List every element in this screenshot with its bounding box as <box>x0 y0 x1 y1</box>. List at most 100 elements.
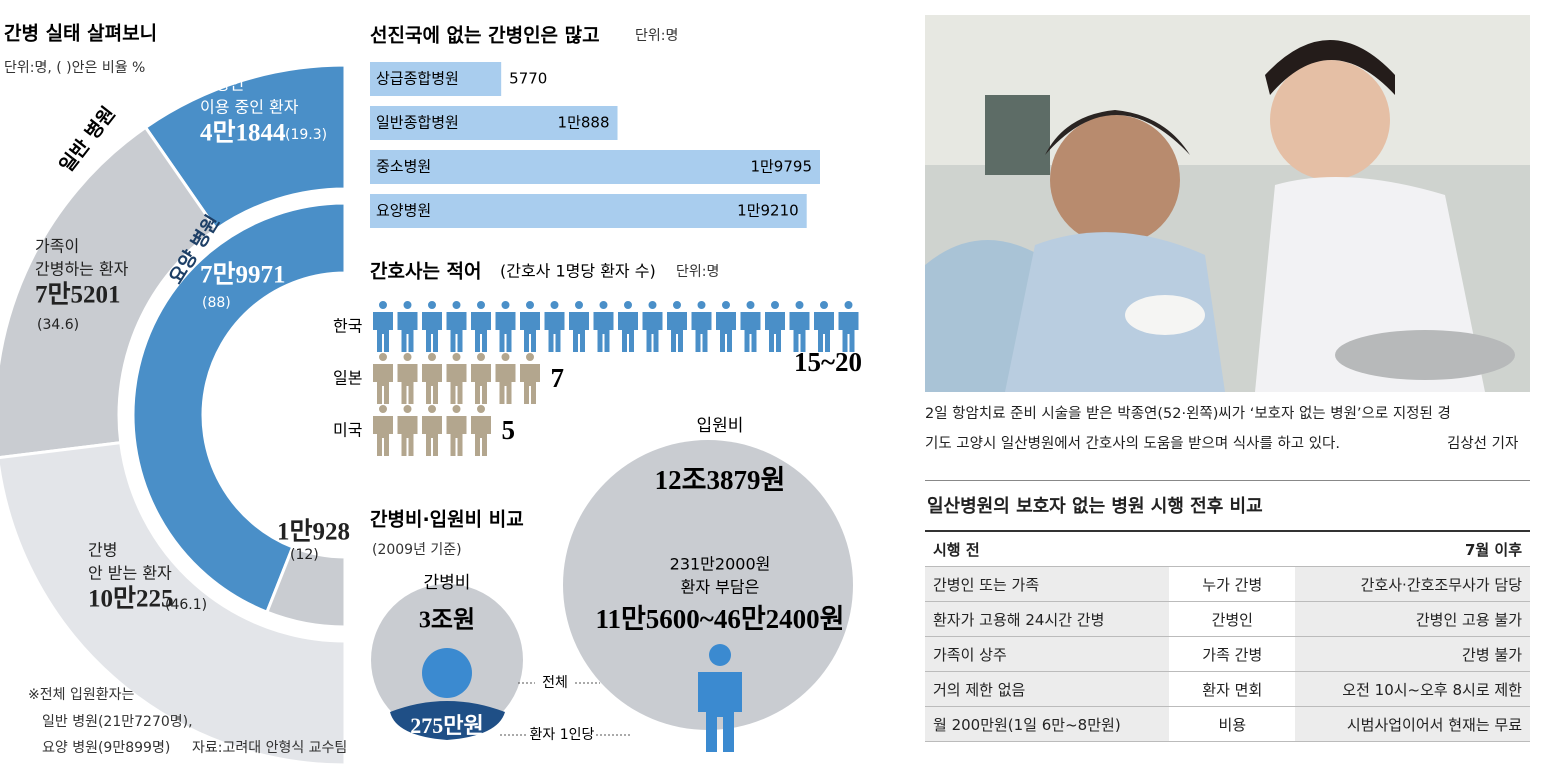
nurse-icon <box>838 301 859 352</box>
note: 일반 병원(21만7270명), <box>42 714 193 730</box>
legend-per: 환자 1인당 <box>530 727 595 743</box>
country: 한국 <box>333 317 362 336</box>
segment-value: 1만928 <box>277 518 350 546</box>
nurses-unit: 단위:명 <box>676 264 719 280</box>
care-total: 3조원 <box>419 607 475 634</box>
table-row: 간병인 또는 가족 누가 간병 간호사·간호조무사가 담당 <box>925 566 1530 602</box>
segment-label: 간병인 <box>200 75 244 94</box>
legend-total: 전체 <box>542 675 568 691</box>
segment-pct: (88) <box>202 295 231 311</box>
segment-label: 간병하는 환자 <box>35 260 129 279</box>
bars-unit: 단위:명 <box>635 28 678 44</box>
header-after: 7월 이후 <box>1295 531 1530 567</box>
source: 자료:고려대 안형식 교수팀 <box>192 740 347 756</box>
nurse-icon <box>422 405 442 456</box>
segment-label: 가족이 <box>35 237 79 256</box>
nurse-icon <box>593 301 614 352</box>
nurse-icon <box>789 301 810 352</box>
table-cell: 간호사·간호조무사가 담당 <box>1295 566 1530 602</box>
patient-total: 231만2000원 <box>670 555 771 574</box>
admission-total: 12조3879원 <box>655 465 786 495</box>
divider <box>925 480 1530 481</box>
table-cell: 간병인 또는 가족 <box>925 566 1170 602</box>
nurse-icon <box>446 301 467 352</box>
caption: 기도 고양시 일산병원에서 간호사의 도움을 받으며 식사를 하고 있다. <box>925 436 1340 452</box>
nurse-icon <box>446 405 467 456</box>
ratio: 15~20 <box>794 347 862 377</box>
table-body: 시행 전 7월 이후 간병인 또는 가족 누가 간병 간호사·간호조무사가 담당 환자… <box>925 531 1530 742</box>
cost-title: 간병비·입원비 비교 <box>370 509 524 531</box>
nurse-icon <box>471 353 491 404</box>
segment-pct: (46.1) <box>165 597 207 613</box>
bars-title: 선진국에 없는 간병인은 많고 <box>370 25 600 47</box>
nurse-icon <box>569 301 589 352</box>
table-cell: 가족 간병 <box>1169 636 1296 672</box>
unit: 단위:명, ( )안은 비율 % <box>4 60 145 76</box>
ring-segment <box>0 125 219 459</box>
table-cell: 간병 불가 <box>1295 636 1530 672</box>
cost-subtitle: (2009년 기준) <box>372 542 462 558</box>
nurse-icon <box>544 301 565 352</box>
table-row: 거의 제한 없음 환자 면회 오전 10시~오후 8시로 제한 <box>925 671 1530 707</box>
segment-value: 7만5201 <box>35 281 121 309</box>
nurse-icon <box>642 301 663 352</box>
table-cell: 시범사업이어서 현재는 무료 <box>1295 706 1530 742</box>
bar-label: 요양병원 <box>376 202 431 220</box>
segment-value: 10만225 <box>88 585 174 613</box>
nurse-icon <box>520 301 540 352</box>
table-cell: 오전 10시~오후 8시로 제한 <box>1295 671 1530 707</box>
table-cell: 비용 <box>1169 706 1296 742</box>
nurse-icon <box>397 301 418 352</box>
note: ※전체 입원환자는 <box>28 687 134 703</box>
bar-label: 상급종합병원 <box>376 70 459 88</box>
bar <box>370 194 807 228</box>
table-cell: 가족이 상주 <box>925 636 1170 672</box>
nurse-icon <box>618 301 638 352</box>
nurse-icon <box>667 301 687 352</box>
table-cell: 거의 제한 없음 <box>925 671 1170 707</box>
nurse-icon <box>495 301 516 352</box>
segment-pct: (19.3) <box>285 127 327 143</box>
right-panel: 2일 항암치료 준비 시술을 받은 박종연(52·왼쪽)씨가 ‘보호자 없는 병… <box>925 0 1535 772</box>
nurse-icon <box>520 353 540 404</box>
ratio: 5 <box>502 415 516 445</box>
segment-pct: (34.6) <box>37 317 79 333</box>
nurse-icon <box>814 301 834 352</box>
admission-circle <box>563 440 853 730</box>
admission-label: 입원비 <box>697 416 744 436</box>
header-gap <box>1169 531 1296 567</box>
nurse-icon <box>397 353 418 404</box>
country: 미국 <box>333 421 362 440</box>
nurse-icon <box>740 301 761 352</box>
table-cell: 간병인 <box>1169 601 1296 637</box>
nurse-icon <box>373 301 393 352</box>
patient-label: 환자 부담은 <box>681 578 760 597</box>
nurse-icon <box>716 301 736 352</box>
nurse-icon <box>765 301 785 352</box>
care-label: 간병비 <box>424 573 471 593</box>
bars: 상급종합병원 5770 일반종합병원 1만888 중소병원 1만9795 요양병원 1만921… <box>370 62 820 228</box>
bar <box>370 106 618 140</box>
nurse-icon <box>422 301 442 352</box>
table-row: 월 200만원(1일 6만~8만원) 비용 시범사업이어서 현재는 무료 <box>925 706 1530 742</box>
bar-label: 중소병원 <box>376 158 431 176</box>
bar <box>370 150 820 184</box>
segment-pct: (12) <box>290 547 319 563</box>
care-patient <box>390 701 505 740</box>
segment-label: 이용 중인 환자 <box>200 98 299 117</box>
note: 요양 병원(9만899명) <box>42 740 170 756</box>
nurse-icon <box>373 353 393 404</box>
nurse-icon <box>422 353 442 404</box>
bar-value: 5770 <box>509 70 547 88</box>
per-person: 11만5600~46만2400원 <box>595 604 844 634</box>
table-title: 일산병원의 보호자 없는 병원 시행 전후 비교 <box>927 496 1263 517</box>
nurses: 한국 15~20 일본 7 미국 5 <box>333 301 862 456</box>
ring-segment <box>265 545 347 629</box>
ratio: 7 <box>551 363 565 393</box>
table-cell: 누가 간병 <box>1169 566 1296 602</box>
nurse-icon <box>691 301 712 352</box>
table-cell: 월 200만원(1일 6만~8만원) <box>925 706 1170 742</box>
